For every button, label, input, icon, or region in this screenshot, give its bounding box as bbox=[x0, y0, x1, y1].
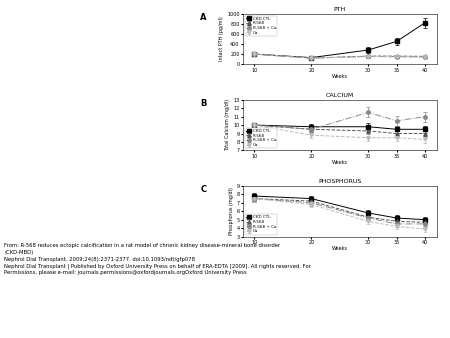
Y-axis label: Total Calcium (mg/dl): Total Calcium (mg/dl) bbox=[225, 99, 230, 151]
Y-axis label: Phosphorus (mg/dl): Phosphorus (mg/dl) bbox=[229, 187, 234, 235]
X-axis label: Weeks: Weeks bbox=[332, 74, 348, 79]
Text: C: C bbox=[200, 185, 207, 194]
Title: PTH: PTH bbox=[333, 7, 346, 12]
Legend: CKD CTL, R-568, R-568 + Ca, Ca: CKD CTL, R-568, R-568 + Ca, Ca bbox=[245, 128, 277, 148]
Title: CALCIUM: CALCIUM bbox=[326, 93, 354, 98]
Y-axis label: Intact PTH (pg/ml): Intact PTH (pg/ml) bbox=[219, 17, 224, 61]
Text: B: B bbox=[200, 99, 207, 108]
X-axis label: Weeks: Weeks bbox=[332, 246, 348, 251]
Legend: CKD CTL, R-568, R-568 + Ca, Ca: CKD CTL, R-568, R-568 + Ca, Ca bbox=[245, 214, 277, 235]
Legend: CKD CTL, R-568, R-568 + Ca, Ca: CKD CTL, R-568, R-568 + Ca, Ca bbox=[245, 16, 277, 36]
Title: PHOSPHORUS: PHOSPHORUS bbox=[318, 179, 361, 184]
Text: A: A bbox=[200, 13, 207, 22]
X-axis label: Weeks: Weeks bbox=[332, 160, 348, 165]
Text: From: R-568 reduces ectopic calcification in a rat model of chronic kidney disea: From: R-568 reduces ectopic calcificatio… bbox=[4, 243, 311, 275]
